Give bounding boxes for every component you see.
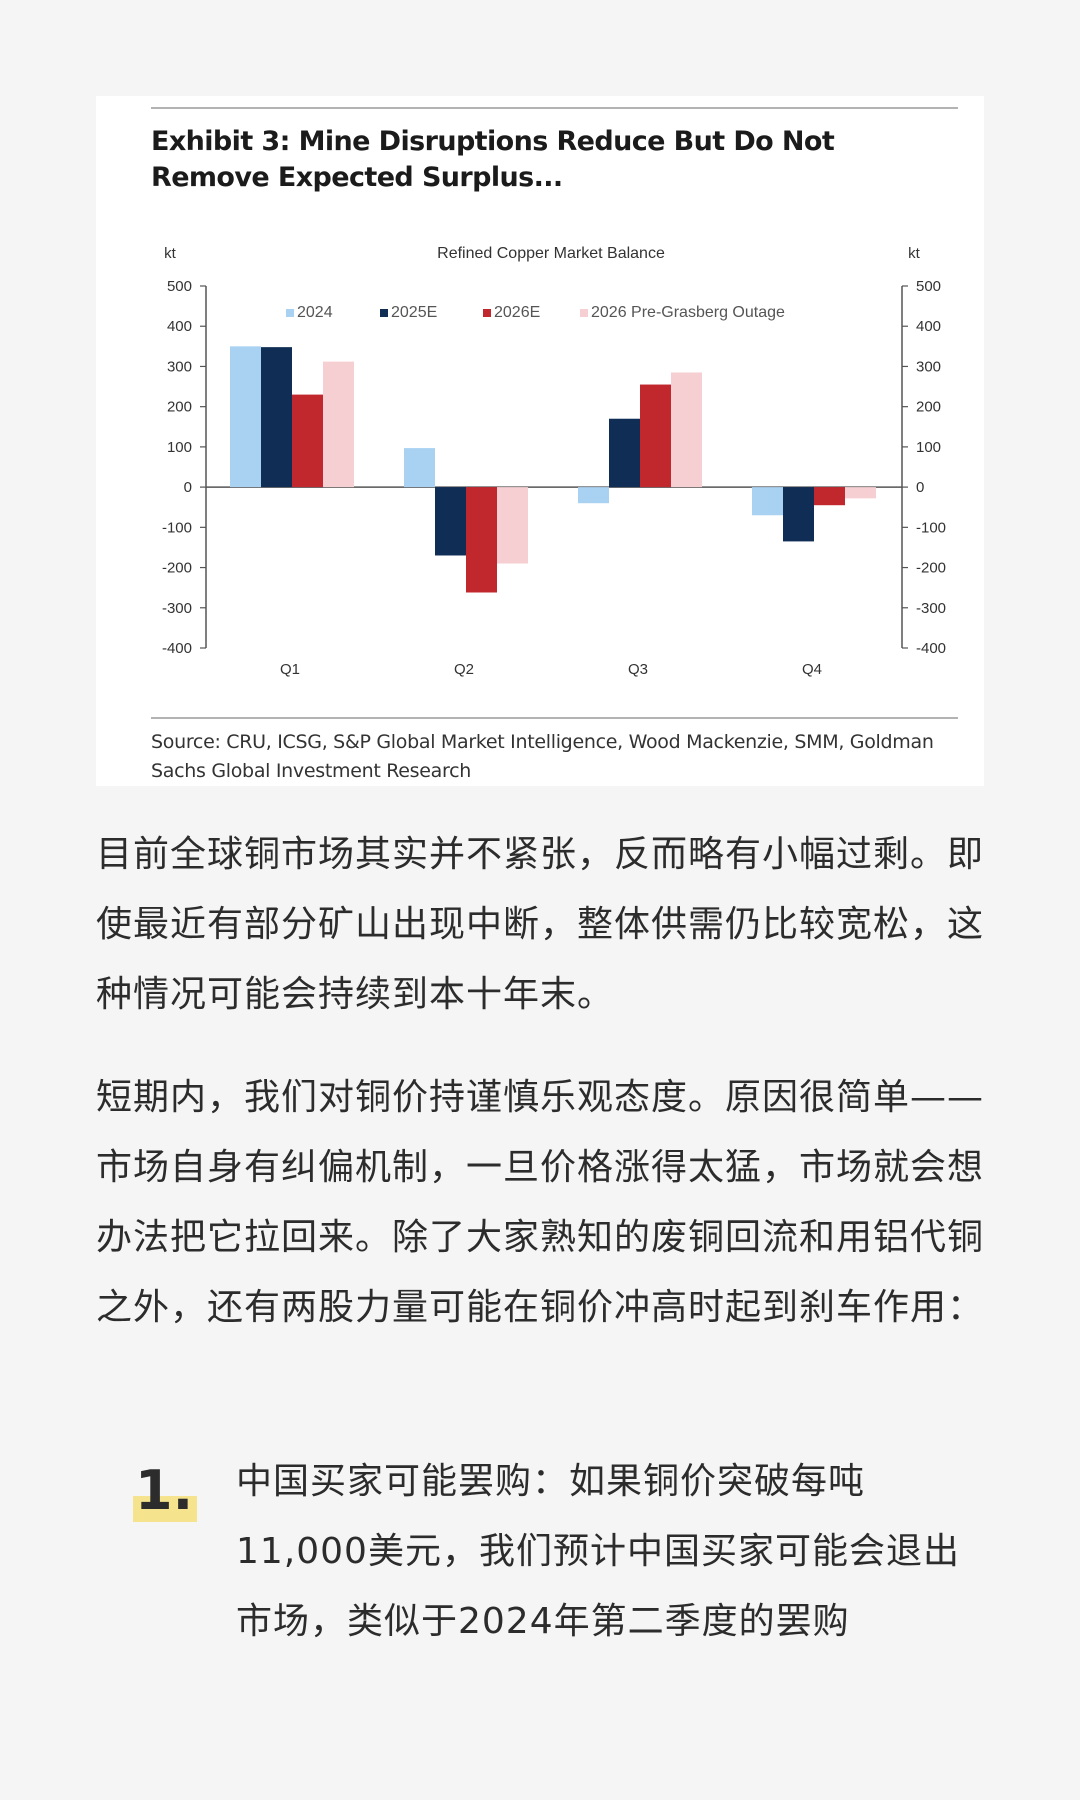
exhibit-title: Exhibit 3: Mine Disruptions Reduce But D… xyxy=(151,126,835,193)
right-tick-label: 300 xyxy=(916,358,941,375)
category-label: Q4 xyxy=(802,661,822,678)
category-label: Q2 xyxy=(454,661,474,678)
article-paragraph-1: 目前全球铜市场其实并不紧张，反而略有小幅过剩。即使最近有部分矿山出现中断，整体供… xyxy=(96,834,985,1015)
category-label: Q1 xyxy=(280,661,300,678)
bar xyxy=(497,487,528,564)
left-tick-label: 100 xyxy=(167,439,192,456)
bar xyxy=(640,384,671,488)
bar xyxy=(845,487,876,499)
legend-swatch xyxy=(380,309,388,317)
left-axis-unit: kt xyxy=(164,245,177,262)
right-axis-unit: kt xyxy=(908,245,921,262)
bar xyxy=(435,487,466,556)
bar xyxy=(466,487,497,593)
left-tick-label: -100 xyxy=(162,519,192,536)
bar xyxy=(783,487,814,542)
category-label: Q3 xyxy=(628,661,648,678)
right-tick-label: 400 xyxy=(916,318,941,335)
right-tick-label: -400 xyxy=(916,640,946,657)
bar xyxy=(323,361,354,488)
bar xyxy=(292,394,323,488)
exhibit-figure: 500 500 400 400 300 300 200 200 100 100 0 0 -100 -100… xyxy=(96,96,984,786)
right-tick-label: 100 xyxy=(916,439,941,456)
source-note: Source: CRU, ICSG, S&P Global Market Int… xyxy=(151,731,934,782)
legend-swatch xyxy=(580,309,588,317)
right-tick-label: -300 xyxy=(916,600,946,617)
bar xyxy=(578,487,609,504)
right-tick-label: 0 xyxy=(916,479,924,496)
right-tick-label: -200 xyxy=(916,560,946,577)
bar xyxy=(261,347,292,488)
left-tick-label: 400 xyxy=(167,318,192,335)
legend-label: 2026E xyxy=(494,304,540,321)
list-item-number-1: 1. xyxy=(133,1459,197,1526)
bar xyxy=(230,346,261,488)
legend-label: 2026 Pre-Grasberg Outage xyxy=(591,304,785,321)
legend-swatch xyxy=(286,309,294,317)
left-tick-label: 200 xyxy=(167,399,192,416)
right-tick-label: -100 xyxy=(916,519,946,536)
chart-title: Refined Copper Market Balance xyxy=(437,245,665,262)
copper-balance-chart: 500 500 400 400 300 300 200 200 100 100 0 0 -100 -100… xyxy=(151,107,958,719)
legend-label: 2025E xyxy=(391,304,437,321)
right-tick-label: 500 xyxy=(916,278,941,295)
bar xyxy=(671,372,702,488)
bar xyxy=(404,448,435,488)
list-item-text-1: 中国买家可能罢购：如果铜价突破每吨11,000美元，我们预计中国买家可能会退出市… xyxy=(236,1461,960,1642)
bar xyxy=(609,418,640,488)
bar xyxy=(814,487,845,506)
left-tick-label: -300 xyxy=(162,600,192,617)
left-tick-label: 300 xyxy=(167,358,192,375)
left-tick-label: -400 xyxy=(162,640,192,657)
left-tick-label: 0 xyxy=(184,479,192,496)
right-tick-label: 200 xyxy=(916,399,941,416)
legend-label: 2024 xyxy=(297,304,333,321)
left-tick-label: 500 xyxy=(167,278,192,295)
article-paragraph-2: 短期内，我们对铜价持谨慎乐观态度。原因很简单——市场自身有纠偏机制，一旦价格涨得… xyxy=(96,1077,985,1328)
number-highlight xyxy=(133,1496,197,1522)
list-number: 1. xyxy=(135,1459,194,1522)
legend-swatch xyxy=(483,309,491,317)
bar xyxy=(752,487,783,516)
left-tick-label: -200 xyxy=(162,560,192,577)
